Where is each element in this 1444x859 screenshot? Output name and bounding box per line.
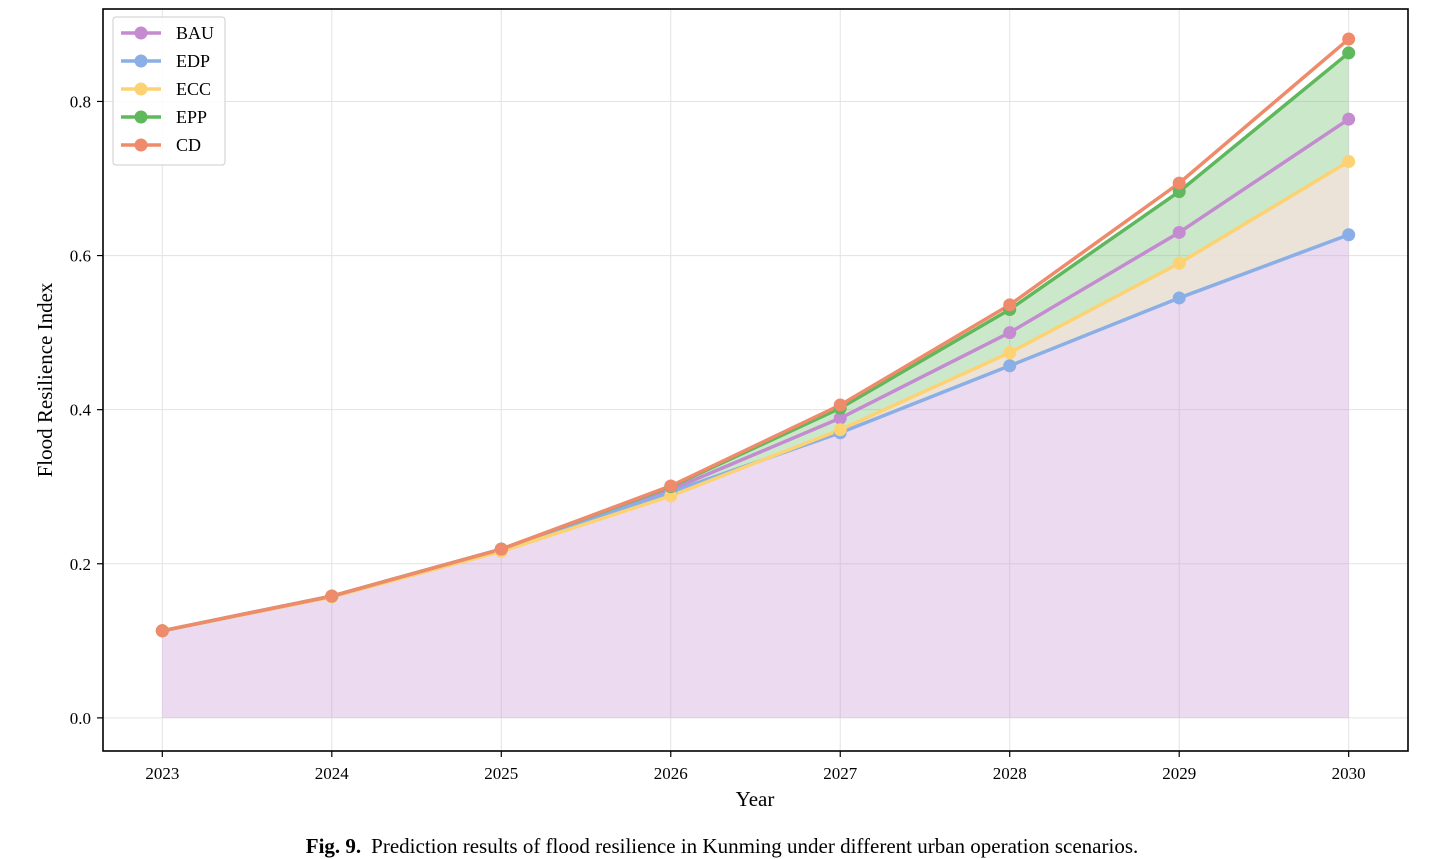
- x-tick-label-2024: 2024: [315, 764, 350, 783]
- y-axis-label: Flood Resilience Index: [33, 282, 57, 477]
- data-point-bau-2030: [1342, 112, 1356, 126]
- legend-label-ecc: ECC: [176, 79, 211, 99]
- data-point-epp-2030: [1342, 46, 1356, 60]
- x-tick-label-2029: 2029: [1162, 764, 1196, 783]
- legend-item-epp: EPP: [121, 107, 207, 127]
- x-axis-label: Year: [736, 787, 775, 811]
- chart: 2023 2024 2025 2026 2027 2028 2029 2030 0.00.20…: [33, 8, 1409, 811]
- data-point-ecc-2028: [1003, 346, 1017, 360]
- legend: BAU EDP ECC EPP CD: [112, 16, 226, 166]
- legend-marker-edp: [134, 54, 148, 68]
- data-point-cd-2028: [1003, 298, 1017, 312]
- data-point-cd-2024: [325, 589, 339, 603]
- data-point-edp-2028: [1003, 359, 1017, 373]
- y-axis: 0.0 0.2 0.4 0.6 0.8: [70, 92, 103, 728]
- plot-frame: [102, 8, 1409, 752]
- y-tick-label-0-0: 0.0: [70, 709, 91, 728]
- legend-item-bau: BAU: [121, 23, 214, 43]
- y-tick-label-0-4: 0.4: [70, 401, 92, 420]
- data-point-cd-2030: [1342, 32, 1356, 46]
- data-point-ecc-2027: [833, 423, 847, 437]
- data-point-bau-2028: [1003, 326, 1017, 340]
- legend-item-ecc: ECC: [121, 79, 211, 99]
- series-points: [155, 32, 1356, 638]
- data-point-cd-2026: [664, 479, 678, 493]
- data-point-cd-2023: [155, 624, 169, 638]
- grid: [103, 9, 1408, 751]
- data-point-ecc-2030: [1342, 155, 1356, 169]
- x-tick-label-2030: 2030: [1332, 764, 1366, 783]
- data-point-ecc-2026: [664, 489, 678, 503]
- legend-marker-epp: [134, 110, 148, 124]
- y-tick-label-0-8: 0.8: [70, 92, 91, 111]
- legend-marker-cd: [134, 138, 148, 152]
- figure-caption: Fig. 9. Prediction results of flood resil…: [0, 834, 1444, 859]
- legend-item-edp: EDP: [121, 51, 210, 71]
- fill-zero-to-edp: [162, 234, 1349, 718]
- legend-marker-bau: [134, 26, 148, 40]
- data-point-bau-2029: [1172, 225, 1186, 239]
- series-line-cd: [161, 37, 1350, 633]
- data-point-edp-2029: [1172, 291, 1186, 305]
- x-axis: 2023 2024 2025 2026 2027 2028 2029 2030: [145, 751, 1366, 783]
- data-point-cd-2027: [833, 398, 847, 412]
- legend-item-cd: CD: [121, 135, 201, 155]
- data-point-edp-2030: [1342, 228, 1356, 242]
- data-point-cd-2029: [1172, 176, 1186, 190]
- x-tick-label-2025: 2025: [484, 764, 518, 783]
- legend-label-bau: BAU: [176, 23, 214, 43]
- data-point-bau-2027: [833, 411, 847, 425]
- y-tick-label-0-2: 0.2: [70, 555, 91, 574]
- series-lines: [161, 37, 1350, 633]
- caption-text: Prediction results of flood resilience i…: [371, 834, 1139, 858]
- y-tick-label-0-6: 0.6: [70, 247, 91, 266]
- legend-label-epp: EPP: [176, 107, 207, 127]
- caption-label: Fig. 9.: [305, 834, 362, 858]
- legend-marker-ecc: [134, 82, 148, 96]
- x-tick-label-2023: 2023: [145, 764, 179, 783]
- data-point-cd-2025: [494, 542, 508, 556]
- x-tick-label-2026: 2026: [654, 764, 688, 783]
- x-tick-label-2027: 2027: [823, 764, 858, 783]
- data-point-ecc-2029: [1172, 256, 1186, 270]
- x-tick-label-2028: 2028: [993, 764, 1027, 783]
- fill-areas: [162, 52, 1349, 718]
- legend-label-cd: CD: [176, 135, 201, 155]
- legend-label-edp: EDP: [176, 51, 210, 71]
- legend-box: [112, 16, 226, 166]
- plot-background: [103, 9, 1408, 751]
